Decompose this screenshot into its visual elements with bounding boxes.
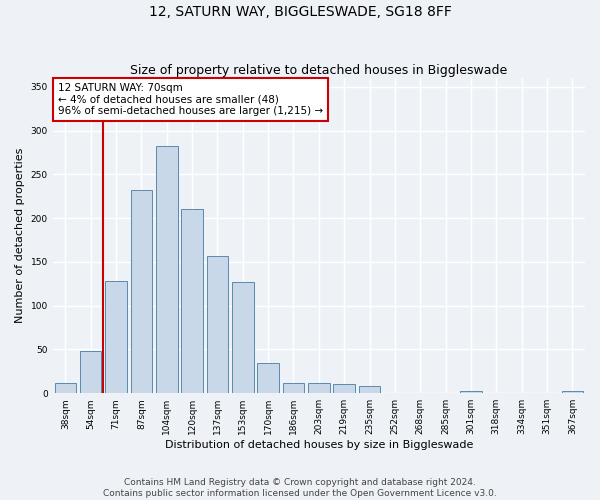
Bar	[562, 390, 583, 393]
Bar	[359, 386, 380, 393]
Bar	[131, 190, 152, 393]
Bar	[283, 382, 304, 393]
Text: 12 SATURN WAY: 70sqm
← 4% of detached houses are smaller (48)
96% of semi-detach: 12 SATURN WAY: 70sqm ← 4% of detached ho…	[58, 83, 323, 116]
Bar	[80, 351, 101, 393]
Title: Size of property relative to detached houses in Biggleswade: Size of property relative to detached ho…	[130, 64, 508, 77]
Text: 12, SATURN WAY, BIGGLESWADE, SG18 8FF: 12, SATURN WAY, BIGGLESWADE, SG18 8FF	[149, 5, 451, 19]
X-axis label: Distribution of detached houses by size in Biggleswade: Distribution of detached houses by size …	[164, 440, 473, 450]
Bar	[308, 382, 329, 393]
Bar	[257, 362, 279, 393]
Bar	[232, 282, 254, 393]
Bar	[156, 146, 178, 393]
Text: Contains HM Land Registry data © Crown copyright and database right 2024.
Contai: Contains HM Land Registry data © Crown c…	[103, 478, 497, 498]
Bar	[181, 210, 203, 393]
Bar	[206, 256, 228, 393]
Bar	[334, 384, 355, 393]
Bar	[460, 390, 482, 393]
Y-axis label: Number of detached properties: Number of detached properties	[15, 148, 25, 324]
Bar	[105, 281, 127, 393]
Bar	[55, 382, 76, 393]
